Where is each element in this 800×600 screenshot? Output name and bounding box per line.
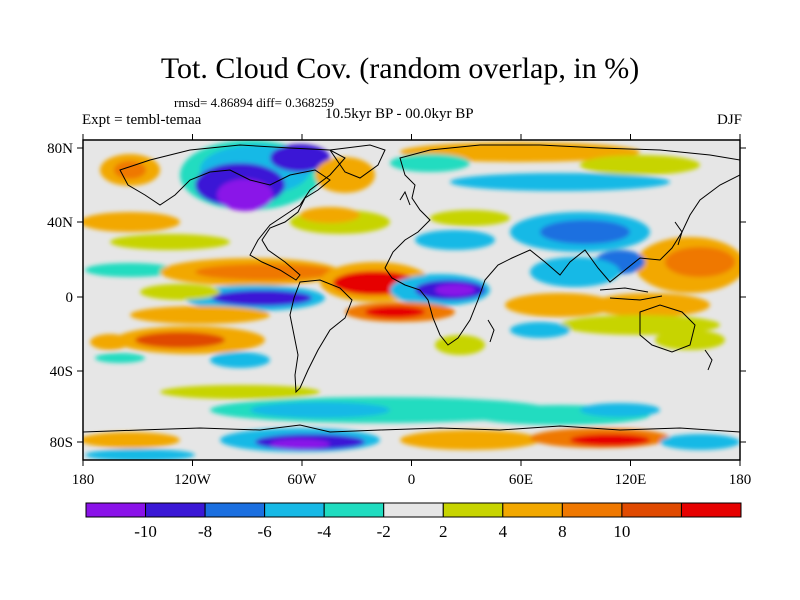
anomaly-blob: [90, 334, 130, 350]
x-tick-label: 120E: [615, 472, 647, 488]
anomaly-blob: [660, 434, 740, 450]
x-tick-label: 60E: [509, 472, 533, 488]
colorbar-label: -6: [258, 522, 272, 541]
colorbar-label: 2: [439, 522, 448, 541]
y-tick-label: 80S: [50, 435, 73, 451]
anomaly-blob: [590, 293, 710, 317]
x-tick-label: 60W: [287, 472, 317, 488]
anomaly-blob: [665, 247, 735, 277]
coastlines: [83, 144, 740, 433]
anomaly-blob: [580, 403, 660, 417]
anomaly-blob: [195, 264, 335, 280]
colorbar-swatch: [323, 502, 385, 518]
anomaly-blob: [430, 210, 510, 226]
experiment-label: Expt = tembl-temaa: [82, 112, 202, 128]
coastline-indonesia: [599, 287, 663, 301]
y-tick-label: 40N: [47, 215, 73, 231]
anomaly-blob: [250, 402, 390, 418]
map-axes: 180 120W 60W 0 60E 120E 180 80N 40N 0 40S 80S: [47, 134, 751, 488]
colorbar-label: -10: [134, 522, 157, 541]
anomaly-blob: [83, 212, 180, 232]
colorbar-swatch: [204, 502, 266, 518]
colorbar-swatch: [383, 502, 444, 518]
anomaly-blob: [85, 263, 175, 277]
anomaly-blob: [435, 335, 485, 355]
anomaly-blob: [510, 322, 570, 338]
coastline-antarctica: [83, 424, 740, 433]
coastline-new-zealand: [704, 349, 713, 371]
colorbar: -10 -8 -6 -4 -2 2 4 8 10: [85, 502, 742, 541]
colorbar-swatch: [502, 502, 563, 518]
colorbar-swatch: [85, 502, 147, 518]
anomaly-blob: [530, 257, 620, 287]
anomaly-blob: [450, 173, 670, 191]
y-tick-label: 40S: [50, 364, 73, 380]
x-tick-label: 0: [408, 472, 416, 488]
anomaly-blob: [210, 352, 270, 368]
coastline-madagascar: [487, 319, 495, 343]
y-tick-label: 0: [66, 290, 74, 306]
colorbar-label: 8: [558, 522, 567, 541]
x-tick-label: 180: [72, 472, 95, 488]
anomaly-blob: [270, 144, 330, 172]
coastline-north-america: [119, 144, 346, 281]
anomaly-blob: [400, 430, 540, 450]
coastline-greenland: [329, 144, 386, 179]
colorbar-label: -4: [317, 522, 332, 541]
anomaly-blob: [300, 207, 360, 223]
coastline-japan: [674, 221, 683, 246]
anomaly-blob: [270, 439, 330, 449]
colorbar-swatch: [264, 502, 325, 518]
anomaly-blob: [505, 293, 615, 317]
anomaly-blob: [135, 332, 225, 348]
anomaly-field: [83, 140, 740, 460]
anomaly-blob: [160, 385, 320, 399]
anomaly-blob: [580, 155, 700, 175]
anomaly-blob: [130, 306, 270, 324]
anomaly-blob: [217, 179, 273, 211]
colorbar-label: 10: [613, 522, 630, 541]
anomaly-blob: [140, 284, 220, 300]
colorbar-swatch: [145, 502, 206, 518]
x-tick-label: 120W: [174, 472, 212, 488]
colorbar-label: 4: [499, 522, 508, 541]
anomaly-blob: [655, 330, 725, 350]
coastline-south-america: [289, 279, 353, 394]
anomaly-blob: [315, 157, 375, 193]
colorbar-label: -8: [198, 522, 212, 541]
anomaly-blob: [110, 234, 230, 250]
period-label: 10.5kyr BP - 00.0kyr BP: [325, 106, 474, 122]
colorbar-label: -2: [377, 522, 391, 541]
anomaly-blob: [435, 284, 475, 296]
coastline-eurasia-africa: [384, 144, 740, 346]
coastline-uk: [399, 190, 411, 206]
x-tick-label: 180: [729, 472, 752, 488]
stats-label: rmsd= 4.86894 diff= 0.368259: [174, 95, 334, 110]
colorbar-swatch: [680, 502, 742, 518]
season-label: DJF: [716, 112, 742, 128]
colorbar-swatch: [442, 502, 504, 518]
colorbar-swatch: [561, 502, 623, 518]
map-title: Tot. Cloud Cov. (random overlap, in %): [160, 52, 640, 85]
colorbar-swatch: [621, 502, 682, 518]
anomaly-blob: [415, 230, 495, 250]
anomaly-blob: [365, 306, 425, 318]
y-tick-label: 80N: [47, 141, 73, 157]
anomaly-blob: [114, 161, 146, 179]
anomaly-blob: [570, 434, 650, 446]
anomaly-blob: [390, 154, 470, 172]
anomaly-blob: [83, 432, 180, 448]
anomaly-blob: [85, 449, 195, 460]
anomaly-blob: [540, 220, 630, 244]
anomaly-blob: [95, 353, 145, 363]
anomaly-blob: [212, 290, 312, 306]
coastline-australia: [639, 304, 696, 353]
